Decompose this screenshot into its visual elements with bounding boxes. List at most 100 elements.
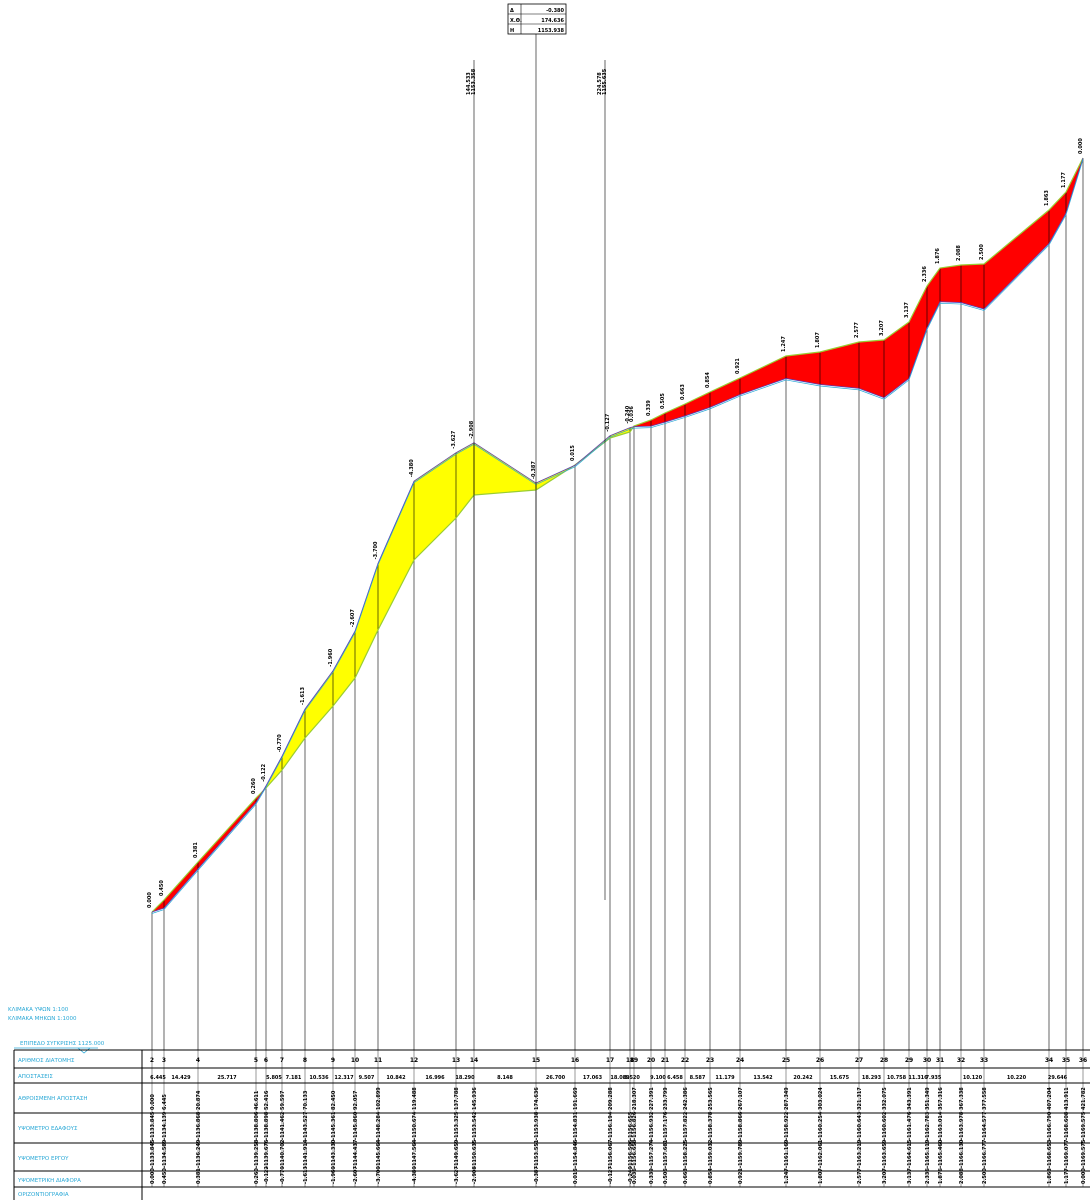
cumulative-value-28: 332.075 [882, 1087, 888, 1110]
fill-segment-19 [665, 404, 685, 423]
cumulative-value-2: 0.000 [150, 1094, 156, 1110]
info-key-0: Δ [510, 8, 514, 14]
row-label-project: ΥΨΟΜΕΤΡΟ ΕΡΓΟΥ [17, 1156, 69, 1162]
diff-value-3: 0.450 [162, 1168, 168, 1184]
point-number-30: 30 [923, 1057, 931, 1064]
diff-value-26: 1.807 [818, 1168, 824, 1184]
ground-value-6: -1138.898 [264, 1111, 270, 1140]
point-number-10: 10 [351, 1057, 359, 1064]
point-number-3: 3 [162, 1057, 166, 1064]
partial-distance-24: 15.675 [830, 1075, 850, 1081]
diff-value-9: -1.960 [331, 1166, 337, 1184]
diff-label-25: 1.247 [781, 336, 787, 352]
project-value-32: -1166.130 [959, 1139, 965, 1168]
cumulative-value-13: 137.788 [454, 1087, 460, 1110]
diff-value-30: 2.336 [925, 1168, 931, 1184]
partial-distance-5: 7.181 [286, 1075, 302, 1081]
diff-label-30: 2.336 [922, 266, 928, 282]
point-number-28: 28 [880, 1057, 888, 1064]
project-value-30: -1165.119 [925, 1139, 931, 1168]
partial-distance-6: 10.536 [309, 1075, 329, 1081]
fill-segment-25 [859, 340, 884, 398]
partial-distance-30: 10.120 [963, 1075, 983, 1081]
info-val-2: 1153.938 [538, 28, 565, 34]
diff-label-7: -0.770 [277, 734, 283, 752]
diff-label-16: 0.015 [570, 445, 576, 461]
point-number-15: 15 [532, 1057, 540, 1064]
cumulative-value-20: 227.391 [649, 1087, 655, 1110]
diff-label-27: 2.577 [854, 322, 860, 338]
ground-value-8: -1143.527 [303, 1111, 309, 1140]
partial-distance-20: 8.587 [690, 1075, 706, 1081]
diff-label-19: 0.036 [629, 406, 635, 422]
project-value-6: -1139.676 [264, 1139, 270, 1168]
diff-value-17: -0.127 [608, 1166, 614, 1184]
cumulative-value-12: 119.488 [412, 1087, 418, 1110]
partial-distance-31: 10.220 [1007, 1075, 1027, 1081]
datum-block: ΕΠΙΠΕΔΟ ΣΥΓΚΡΙΣΗΣ 1125.000 [14, 1041, 105, 1054]
fill-segment-22 [740, 356, 786, 395]
fill-segment-29 [940, 265, 961, 303]
ground-value-28: -1160.602 [882, 1111, 888, 1140]
cumulative-value-19: 218.307 [632, 1087, 638, 1110]
project-value-16: -1154.846 [573, 1139, 579, 1168]
diff-label-9: -1.960 [328, 648, 334, 666]
fill-segment-8 [355, 563, 378, 678]
point-number-13: 13 [452, 1057, 460, 1064]
partial-distance-27: 11.316 [908, 1075, 928, 1081]
ground-value-14: -1153.542 [472, 1111, 478, 1140]
cumulative-value-24: 267.107 [738, 1087, 744, 1110]
cumulative-value-21: 233.799 [663, 1087, 669, 1110]
info-box: Δ -0.380 Χ.Θ. 174.636 H 1153.938 [507, 3, 567, 35]
diff-value-5: 0.260 [254, 1168, 260, 1184]
diff-label-17: -0.127 [605, 413, 611, 431]
diff-label-35: 1.177 [1061, 172, 1067, 188]
partial-distance-18: 9.100 [650, 1075, 666, 1081]
partial-distance-21: 11.179 [715, 1075, 735, 1081]
info-val-1: 174.636 [541, 18, 564, 24]
row-label-alignment: ΟΡΙΖΟΝΤΙΟΓΡΑΦΙΑ [18, 1192, 69, 1198]
point-number-25: 25 [782, 1057, 790, 1064]
ground-value-2: -1133.845 [150, 1111, 156, 1140]
diff-value-14: -2.908 [472, 1166, 478, 1184]
diff-value-13: -3.627 [454, 1166, 460, 1184]
point-number-16: 16 [571, 1057, 579, 1064]
project-value-20: -1157.274 [649, 1139, 655, 1168]
fill-segment-21 [710, 378, 740, 408]
scale-block: ΚΛΙΜΑΚΑ ΥΨΩΝ 1:100 ΚΛΙΜΑΚΑ ΜΗΚΩΝ 1:1000 [8, 1007, 77, 1022]
row-label-diff: ΥΨΟΜΕΤΡΙΚΗ ΔΙΑΦΟΡΑ [17, 1178, 81, 1184]
callouts: 144.533 1153.358 224.578 1155.635 [466, 34, 608, 900]
partial-distance-11: 18.290 [455, 1075, 475, 1081]
diff-label-4: 0.381 [193, 842, 199, 858]
project-value-8: -1141.914 [303, 1139, 309, 1168]
partial-distance-26: 10.758 [887, 1075, 907, 1081]
ground-value-22: -1157.822 [683, 1111, 689, 1140]
project-value-14: -1150.635 [472, 1139, 478, 1168]
fill-segment-30 [961, 264, 984, 309]
callout-text-1-0: 224.578 [597, 72, 603, 95]
cumulative-value-34: 407.204 [1047, 1087, 1053, 1110]
diff-value-29: 3.137 [907, 1168, 913, 1184]
diff-value-36: 0.000 [1081, 1168, 1087, 1184]
cumulative-value-27: 321.317 [857, 1087, 863, 1110]
row-label-points: ΑΡΙΘΜΟΣ ΔΙΑΤΟΜΗΣ [18, 1058, 75, 1064]
point-number-4: 4 [196, 1057, 200, 1064]
fill-segment-10 [414, 452, 456, 560]
cumulative-value-3: 6.445 [162, 1094, 168, 1110]
ground-value-7: -1141.462 [280, 1111, 286, 1140]
point-number-20: 20 [647, 1057, 655, 1064]
point-number-11: 11 [374, 1057, 382, 1064]
ground-value-34: -1166.790 [1047, 1111, 1053, 1140]
project-value-18: -1156.506 [628, 1139, 634, 1168]
diff-value-24: 0.921 [738, 1168, 744, 1184]
project-value-7: -1140.702 [280, 1139, 286, 1168]
diff-label-12: -4.380 [409, 459, 415, 477]
ground-value-5: -1138.806 [254, 1111, 260, 1140]
info-key-1: Χ.Θ. [510, 18, 522, 24]
diff-label-2: 0.000 [147, 892, 153, 908]
cumulative-value-26: 303.024 [818, 1087, 824, 1110]
fill-segment-26 [884, 322, 909, 398]
diff-label-32: 2.088 [956, 245, 962, 261]
fill-segment-32 [1049, 192, 1066, 244]
ground-value-23: -1158.378 [708, 1111, 714, 1140]
